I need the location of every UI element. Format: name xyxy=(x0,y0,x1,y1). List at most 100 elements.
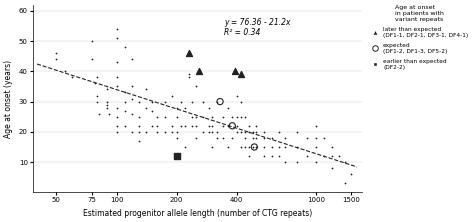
Point xyxy=(328,145,336,149)
Point xyxy=(335,154,343,158)
Point xyxy=(233,130,240,134)
Point xyxy=(189,115,196,119)
Point xyxy=(275,145,283,149)
Point xyxy=(312,160,320,164)
Point xyxy=(168,130,176,134)
Point xyxy=(237,130,245,134)
Point xyxy=(282,145,289,149)
Point xyxy=(233,124,240,128)
Point xyxy=(261,130,268,134)
Point xyxy=(91,82,99,85)
Point xyxy=(219,115,227,119)
X-axis label: Estimated progenitor allele length (number of CTG repeats): Estimated progenitor allele length (numb… xyxy=(83,209,312,218)
Point xyxy=(121,91,128,94)
Point xyxy=(268,154,276,158)
Point xyxy=(241,115,249,119)
Point xyxy=(192,124,200,128)
Point xyxy=(219,124,227,128)
Point xyxy=(214,100,221,103)
Point xyxy=(161,130,169,134)
Point xyxy=(199,130,207,134)
Point xyxy=(245,154,253,158)
Point xyxy=(192,136,200,140)
Point xyxy=(312,124,320,128)
Point xyxy=(249,136,256,140)
Point xyxy=(128,57,136,61)
Point xyxy=(128,97,136,100)
Point xyxy=(303,136,311,140)
Point xyxy=(328,154,336,158)
Point xyxy=(241,130,249,134)
Point xyxy=(113,75,120,79)
Point xyxy=(121,100,128,103)
Point xyxy=(173,136,181,140)
Point xyxy=(113,36,120,40)
Point xyxy=(189,124,196,128)
Point xyxy=(224,106,231,109)
Point xyxy=(121,124,128,128)
Point xyxy=(214,136,221,140)
Point xyxy=(303,154,311,158)
Point xyxy=(93,94,101,97)
Point xyxy=(249,130,256,134)
Point xyxy=(177,100,185,103)
Point xyxy=(177,124,185,128)
Point xyxy=(113,106,120,109)
Point xyxy=(233,94,240,97)
Point xyxy=(121,45,128,49)
Point xyxy=(275,130,283,134)
Point xyxy=(205,106,213,109)
Point xyxy=(205,124,213,128)
Point xyxy=(142,106,149,109)
Point xyxy=(61,69,68,73)
Point xyxy=(312,145,320,149)
Point xyxy=(237,115,245,119)
Point xyxy=(113,27,120,31)
Point xyxy=(136,124,143,128)
Point xyxy=(181,145,189,149)
Point xyxy=(224,145,231,149)
Point xyxy=(136,139,143,143)
Point xyxy=(208,145,216,149)
Point xyxy=(249,145,256,149)
Point xyxy=(173,130,181,134)
Point xyxy=(237,145,245,149)
Point xyxy=(185,51,192,55)
Point xyxy=(261,154,268,158)
Point xyxy=(275,154,283,158)
Point xyxy=(53,57,60,61)
Point xyxy=(148,109,155,112)
Point xyxy=(168,94,176,97)
Point xyxy=(252,130,260,134)
Point xyxy=(154,124,161,128)
Point xyxy=(136,115,143,119)
Point xyxy=(128,130,136,134)
Point xyxy=(228,136,236,140)
Point xyxy=(342,182,349,185)
Point xyxy=(233,115,240,119)
Point xyxy=(95,112,103,115)
Point xyxy=(104,88,111,91)
Point xyxy=(208,115,216,119)
Point xyxy=(68,75,76,79)
Point xyxy=(173,115,181,119)
Point xyxy=(282,160,289,164)
Point xyxy=(321,154,328,158)
Point xyxy=(231,69,238,73)
Point xyxy=(219,136,227,140)
Point xyxy=(321,136,328,140)
Point xyxy=(214,130,221,134)
Point xyxy=(241,136,249,140)
Point xyxy=(106,112,113,115)
Point xyxy=(252,124,260,128)
Point xyxy=(224,124,231,128)
Point xyxy=(88,57,95,61)
Point xyxy=(128,85,136,88)
Point xyxy=(245,130,253,134)
Y-axis label: Age at onset (years): Age at onset (years) xyxy=(4,59,13,138)
Point xyxy=(104,103,111,106)
Point xyxy=(161,115,169,119)
Point xyxy=(347,172,355,176)
Point xyxy=(228,115,236,119)
Point xyxy=(93,100,101,103)
